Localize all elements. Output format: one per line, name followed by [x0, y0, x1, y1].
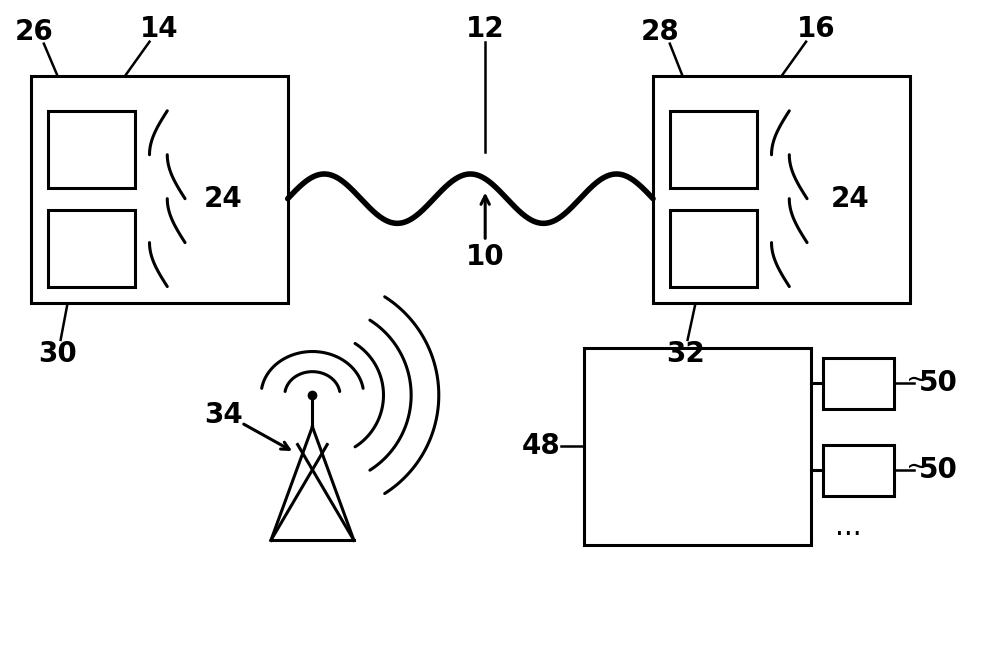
- Bar: [31, 76, 288, 303]
- Text: 14: 14: [140, 15, 179, 43]
- Text: 16: 16: [797, 15, 835, 43]
- Text: 34: 34: [204, 401, 243, 429]
- Bar: [653, 76, 910, 303]
- Text: 30: 30: [38, 340, 77, 368]
- Text: ~: ~: [906, 452, 929, 480]
- Bar: [823, 358, 894, 409]
- Text: 10: 10: [466, 243, 505, 271]
- Text: 26: 26: [15, 18, 53, 46]
- Text: 32: 32: [666, 340, 705, 368]
- Text: 50: 50: [919, 456, 958, 484]
- Bar: [670, 111, 757, 188]
- Text: 24: 24: [204, 185, 243, 213]
- Bar: [584, 348, 811, 545]
- Bar: [670, 209, 757, 286]
- Text: ~: ~: [906, 365, 929, 393]
- Text: 24: 24: [831, 185, 870, 213]
- Text: 12: 12: [466, 15, 505, 43]
- Text: ...: ...: [835, 513, 862, 542]
- Bar: [823, 445, 894, 496]
- Bar: [48, 111, 135, 188]
- Text: 28: 28: [641, 18, 679, 46]
- Text: 48: 48: [522, 432, 561, 461]
- Bar: [48, 209, 135, 286]
- Text: 50: 50: [919, 369, 958, 397]
